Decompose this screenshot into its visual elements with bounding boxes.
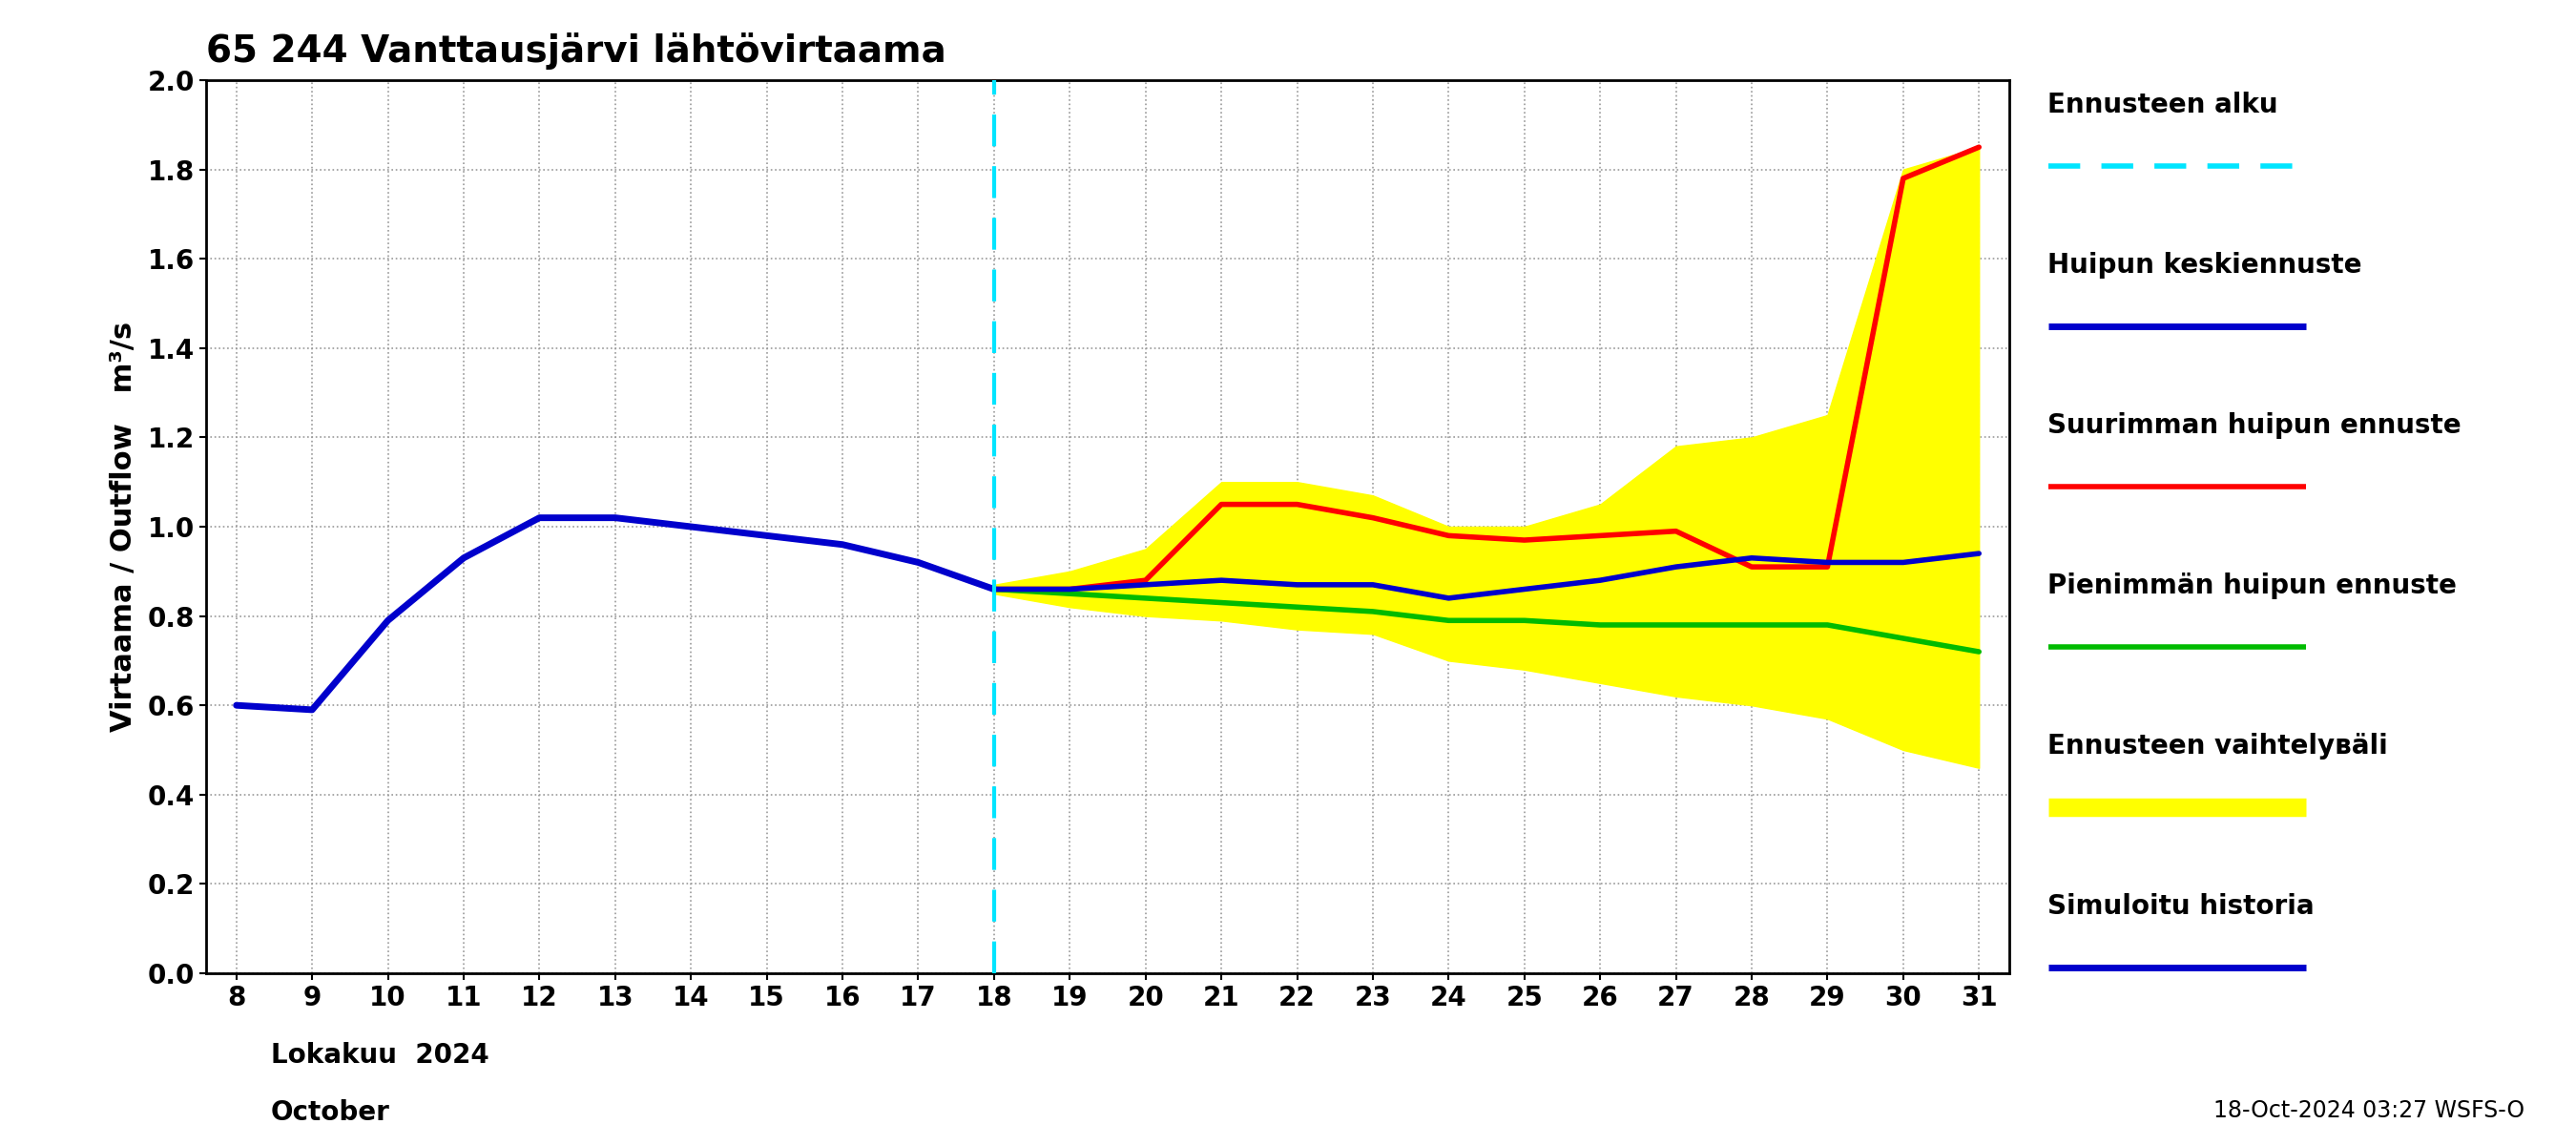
Text: 18-Oct-2024 03:27 WSFS-O: 18-Oct-2024 03:27 WSFS-O — [2213, 1099, 2524, 1122]
Text: Ennusteen alku: Ennusteen alku — [2048, 92, 2277, 118]
Text: October: October — [270, 1099, 389, 1126]
Text: Ennusteen vaihtelувäli: Ennusteen vaihtelувäli — [2048, 733, 2388, 759]
Text: Lokakuu  2024: Lokakuu 2024 — [270, 1042, 489, 1068]
Text: Suurimman huipun ennuste: Suurimman huipun ennuste — [2048, 412, 2463, 439]
Text: Huipun keskiennuste: Huipun keskiennuste — [2048, 252, 2362, 278]
Text: 65 244 Vanttausjärvi lähtövirtaama: 65 244 Vanttausjärvi lähtövirtaama — [206, 32, 945, 69]
Y-axis label: Virtaama / Outflow   m³/s: Virtaama / Outflow m³/s — [108, 322, 137, 732]
Text: Pienimmän huipun ennuste: Pienimmän huipun ennuste — [2048, 572, 2458, 599]
Text: Simuloitu historia: Simuloitu historia — [2048, 893, 2316, 919]
